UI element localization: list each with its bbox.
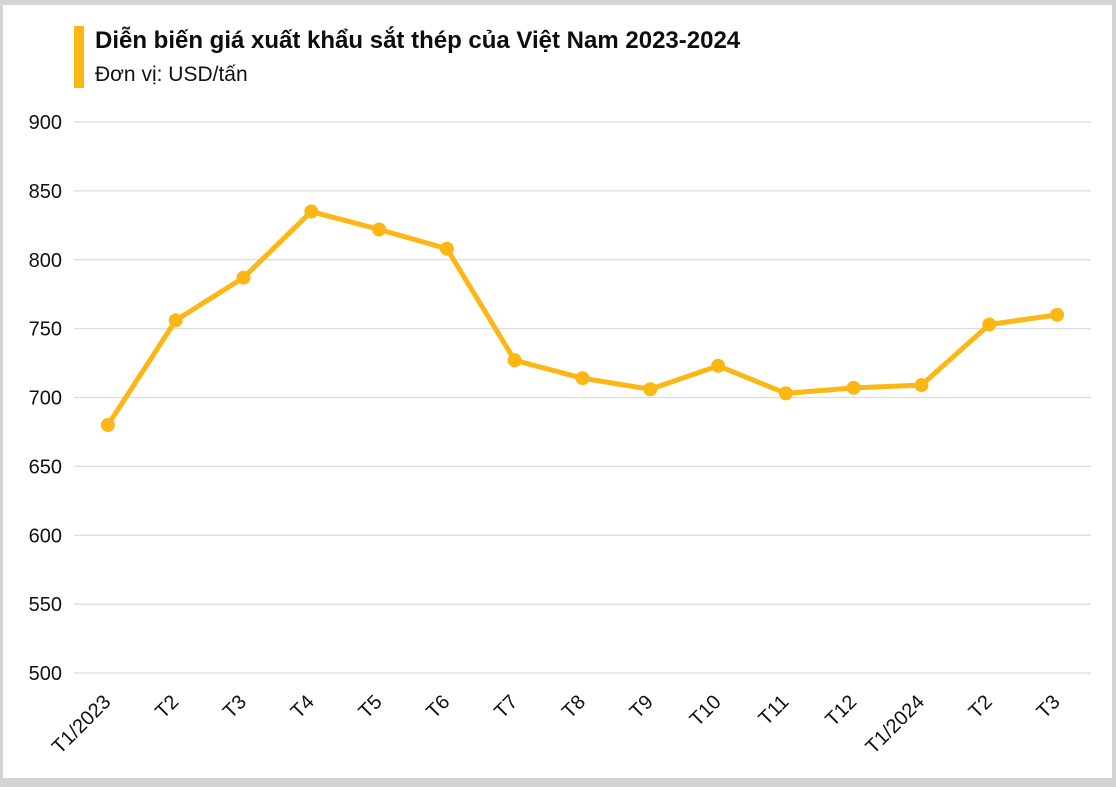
y-axis-tick-label: 700: [29, 388, 62, 410]
price-line-series: [105, 209, 1060, 428]
y-axis-tick-label: 600: [29, 525, 62, 547]
data-point-marker: [507, 353, 522, 368]
x-axis-tick-label: T6: [422, 691, 454, 723]
data-point-marker: [372, 222, 387, 237]
x-axis-tick-label: T2: [151, 691, 183, 723]
data-point-marker: [168, 313, 183, 328]
x-axis-tick-label: T2: [965, 691, 997, 723]
x-axis-tick-label: T7: [490, 691, 522, 723]
data-point-marker: [100, 418, 115, 433]
chart-titles: Diễn biến giá xuất khẩu sắt thép của Việ…: [95, 26, 740, 88]
line-chart: 500 550 600 650 700 750 800 850 900 T1/2023 T2 T3 T4…: [29, 112, 1091, 758]
y-axis-tick-label: 650: [29, 456, 62, 478]
title-accent-bar: [74, 26, 84, 88]
chart-header: Diễn biến giá xuất khẩu sắt thép của Việ…: [74, 26, 740, 88]
x-axis-tick-label: T10: [686, 691, 726, 731]
x-axis-tick-label: T11: [755, 691, 794, 730]
y-axis-tick-label: 550: [29, 594, 62, 616]
x-axis-tick-label: T4: [287, 691, 319, 723]
chart-unit-subtitle: Đơn vị: USD/tấn: [95, 63, 248, 86]
x-axis-tick-label: T5: [355, 691, 387, 723]
data-point-marker: [439, 241, 454, 256]
chart-title: Diễn biến giá xuất khẩu sắt thép của Việ…: [95, 27, 741, 54]
y-axis-tick-label: 850: [29, 181, 62, 203]
data-point-marker: [643, 382, 658, 397]
data-point-marker: [575, 371, 590, 386]
x-axis-tick-label: T9: [626, 691, 658, 723]
x-axis-tick-label: T1/2024: [862, 691, 929, 758]
chart-card: Diễn biến giá xuất khẩu sắt thép của Việ…: [3, 5, 1112, 778]
data-point-marker: [1050, 307, 1065, 322]
data-point-marker: [914, 378, 929, 393]
y-axis-tick-label: 750: [29, 319, 62, 341]
x-axis-tick-label: T1/2023: [48, 691, 115, 758]
y-axis-tick-label: 500: [29, 663, 62, 685]
data-point-marker: [982, 317, 997, 332]
data-point-marker: [846, 380, 861, 395]
data-point-marker: [711, 358, 726, 373]
y-axis-tick-label: 800: [29, 250, 62, 272]
x-axis-tick-label: T8: [558, 691, 590, 723]
data-point-marker: [304, 204, 319, 219]
data-point-marker: [236, 270, 251, 285]
x-axis-tick-label: T12: [821, 691, 861, 731]
data-point-marker: [778, 386, 793, 401]
x-axis-tick-label: T3: [219, 691, 251, 723]
y-axis-tick-label: 900: [29, 112, 62, 134]
x-axis-tick-label: T3: [1033, 691, 1065, 723]
